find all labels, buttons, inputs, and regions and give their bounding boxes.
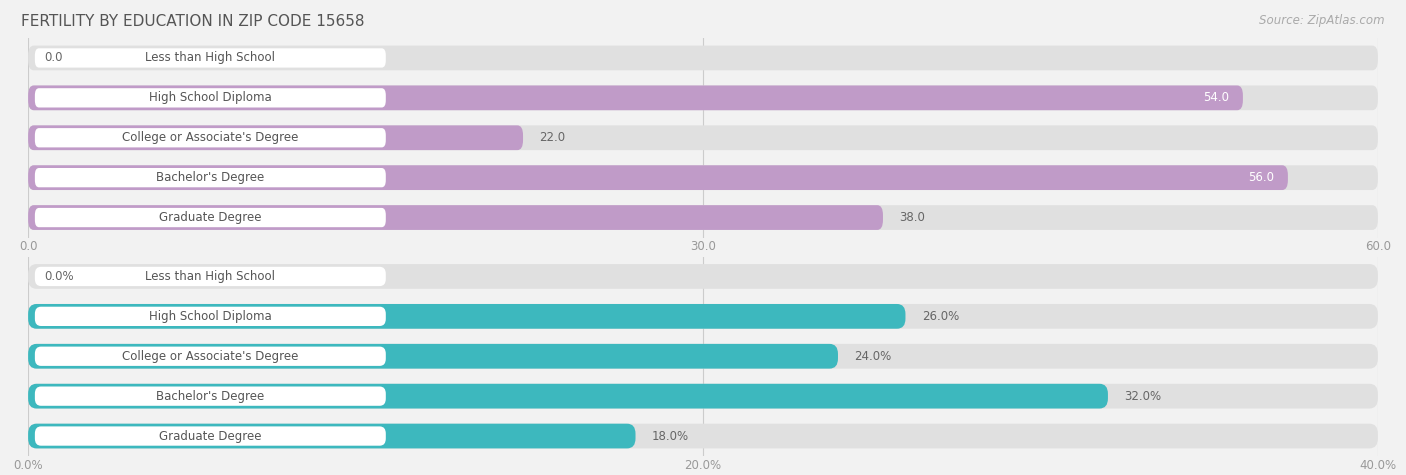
FancyBboxPatch shape xyxy=(28,384,1378,408)
FancyBboxPatch shape xyxy=(35,387,385,406)
FancyBboxPatch shape xyxy=(28,344,838,369)
Text: Source: ZipAtlas.com: Source: ZipAtlas.com xyxy=(1260,14,1385,27)
FancyBboxPatch shape xyxy=(35,307,385,326)
FancyBboxPatch shape xyxy=(35,168,385,187)
FancyBboxPatch shape xyxy=(28,264,1378,289)
FancyBboxPatch shape xyxy=(28,205,1378,230)
FancyBboxPatch shape xyxy=(28,86,1378,110)
Text: Graduate Degree: Graduate Degree xyxy=(159,429,262,443)
Text: FERTILITY BY EDUCATION IN ZIP CODE 15658: FERTILITY BY EDUCATION IN ZIP CODE 15658 xyxy=(21,14,364,29)
FancyBboxPatch shape xyxy=(35,427,385,446)
FancyBboxPatch shape xyxy=(28,424,636,448)
Text: 56.0: 56.0 xyxy=(1249,171,1274,184)
Text: College or Associate's Degree: College or Associate's Degree xyxy=(122,350,298,363)
Text: 32.0%: 32.0% xyxy=(1125,390,1161,403)
FancyBboxPatch shape xyxy=(35,267,385,286)
FancyBboxPatch shape xyxy=(28,384,1108,408)
FancyBboxPatch shape xyxy=(35,208,385,227)
Text: 26.0%: 26.0% xyxy=(922,310,959,323)
Text: College or Associate's Degree: College or Associate's Degree xyxy=(122,131,298,144)
FancyBboxPatch shape xyxy=(28,125,1378,150)
FancyBboxPatch shape xyxy=(28,424,1378,448)
FancyBboxPatch shape xyxy=(28,304,905,329)
Text: Less than High School: Less than High School xyxy=(145,270,276,283)
Text: 54.0: 54.0 xyxy=(1204,91,1229,104)
Text: High School Diploma: High School Diploma xyxy=(149,91,271,104)
Text: Less than High School: Less than High School xyxy=(145,51,276,65)
Text: 22.0: 22.0 xyxy=(540,131,565,144)
FancyBboxPatch shape xyxy=(28,344,1378,369)
FancyBboxPatch shape xyxy=(28,165,1288,190)
FancyBboxPatch shape xyxy=(28,46,1378,70)
FancyBboxPatch shape xyxy=(28,165,1378,190)
FancyBboxPatch shape xyxy=(28,205,883,230)
Text: Graduate Degree: Graduate Degree xyxy=(159,211,262,224)
Text: 18.0%: 18.0% xyxy=(652,429,689,443)
FancyBboxPatch shape xyxy=(35,128,385,147)
Text: 0.0: 0.0 xyxy=(45,51,63,65)
Text: High School Diploma: High School Diploma xyxy=(149,310,271,323)
FancyBboxPatch shape xyxy=(28,86,1243,110)
FancyBboxPatch shape xyxy=(28,125,523,150)
FancyBboxPatch shape xyxy=(28,304,1378,329)
FancyBboxPatch shape xyxy=(35,48,385,67)
FancyBboxPatch shape xyxy=(35,88,385,107)
Text: 38.0: 38.0 xyxy=(900,211,925,224)
Text: Bachelor's Degree: Bachelor's Degree xyxy=(156,390,264,403)
Text: Bachelor's Degree: Bachelor's Degree xyxy=(156,171,264,184)
Text: 0.0%: 0.0% xyxy=(45,270,75,283)
FancyBboxPatch shape xyxy=(35,347,385,366)
Text: 24.0%: 24.0% xyxy=(855,350,891,363)
